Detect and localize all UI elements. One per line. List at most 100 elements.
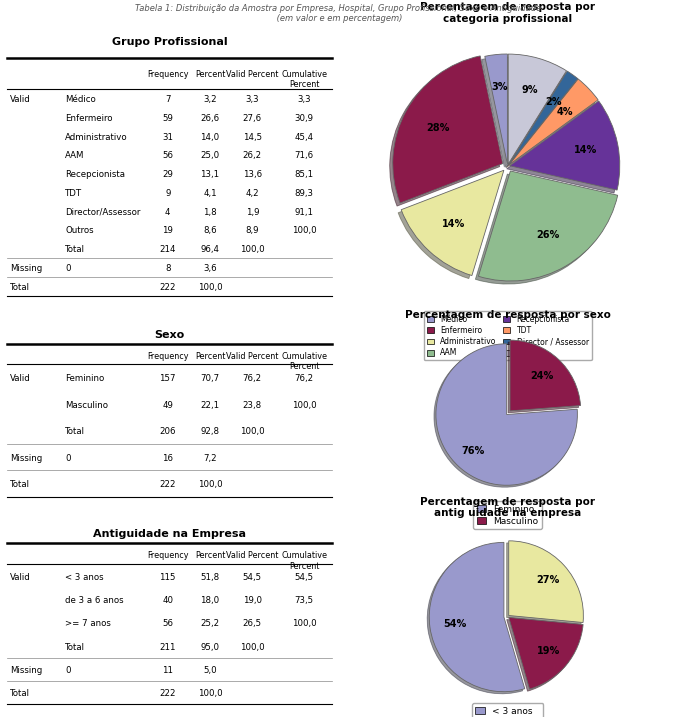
Text: 25,0: 25,0 (200, 151, 219, 161)
Text: Frequency: Frequency (147, 551, 188, 560)
Wedge shape (510, 101, 620, 190)
Text: Enfermeiro: Enfermeiro (65, 114, 113, 123)
Wedge shape (485, 54, 507, 164)
Text: 9%: 9% (521, 85, 538, 95)
Text: 3,3: 3,3 (246, 95, 259, 104)
Text: 96,4: 96,4 (200, 245, 219, 254)
Text: 13,1: 13,1 (200, 170, 219, 179)
Text: 19%: 19% (538, 646, 561, 656)
Text: TDT: TDT (65, 189, 83, 198)
Text: 26,5: 26,5 (243, 619, 262, 628)
Text: 14%: 14% (442, 219, 465, 229)
Text: 157: 157 (160, 374, 176, 383)
Text: 100,0: 100,0 (198, 282, 222, 292)
Text: 11: 11 (162, 666, 173, 675)
Text: Percent: Percent (195, 351, 225, 361)
Legend: < 3 anos, 3 a 6 anos, >= 6 anos: < 3 anos, 3 a 6 anos, >= 6 anos (472, 703, 544, 717)
Text: 27%: 27% (536, 575, 559, 585)
Text: Missing: Missing (10, 454, 42, 462)
Wedge shape (508, 541, 584, 622)
Title: Percentagem de resposta por
antig uidade na empresa: Percentagem de resposta por antig uidade… (420, 497, 595, 518)
Text: Frequency: Frequency (147, 351, 188, 361)
Text: 7: 7 (165, 95, 171, 104)
Text: 19: 19 (162, 227, 173, 235)
Text: 4: 4 (165, 207, 171, 217)
Text: 14,0: 14,0 (200, 133, 219, 141)
Text: Frequency: Frequency (147, 70, 188, 79)
Text: 59: 59 (162, 114, 173, 123)
Text: 100,0: 100,0 (292, 401, 317, 409)
Text: 56: 56 (162, 619, 173, 628)
Text: 100,0: 100,0 (198, 689, 222, 698)
Text: 100,0: 100,0 (240, 427, 265, 436)
Text: 18,0: 18,0 (200, 596, 219, 605)
Text: 14%: 14% (573, 145, 597, 155)
Text: 1,8: 1,8 (203, 207, 217, 217)
Text: 29: 29 (162, 170, 173, 179)
Text: 8,9: 8,9 (246, 227, 259, 235)
Text: 16: 16 (162, 454, 173, 462)
Text: Valid Percent: Valid Percent (226, 351, 278, 361)
Text: Missing: Missing (10, 264, 42, 272)
Text: 0: 0 (65, 454, 71, 462)
Text: 8: 8 (165, 264, 171, 272)
Text: 14,5: 14,5 (243, 133, 262, 141)
Text: Valid: Valid (10, 95, 30, 104)
Text: Cumulative
Percent: Cumulative Percent (282, 70, 328, 90)
Text: 76,2: 76,2 (294, 374, 314, 383)
Text: 100,0: 100,0 (292, 227, 317, 235)
Text: Antiguidade na Empresa: Antiguidade na Empresa (93, 528, 246, 538)
Text: 3%: 3% (492, 82, 508, 92)
Text: 222: 222 (160, 689, 176, 698)
Text: Valid: Valid (10, 573, 30, 581)
Text: 49: 49 (162, 401, 173, 409)
Wedge shape (429, 542, 525, 692)
Text: 115: 115 (160, 573, 176, 581)
Text: 92,8: 92,8 (200, 427, 219, 436)
Text: 28%: 28% (427, 123, 450, 133)
Text: Director/Assessor: Director/Assessor (65, 207, 141, 217)
Text: 76,2: 76,2 (243, 374, 262, 383)
Text: 7,2: 7,2 (203, 454, 217, 462)
Text: Total: Total (10, 689, 30, 698)
Text: 4,2: 4,2 (246, 189, 259, 198)
Text: 26,6: 26,6 (200, 114, 219, 123)
Text: 26%: 26% (536, 229, 559, 239)
Text: Percent: Percent (195, 70, 225, 79)
Text: 100,0: 100,0 (240, 245, 265, 254)
Wedge shape (393, 56, 503, 203)
Legend: Médico, Enfermeiro, Administrativo, AAM, Recepcionista, TDT, Director / Assessor: Médico, Enfermeiro, Administrativo, AAM,… (424, 311, 592, 361)
Text: 76%: 76% (461, 446, 485, 456)
Text: 56: 56 (162, 151, 173, 161)
Text: 30,9: 30,9 (295, 114, 314, 123)
Text: 22,1: 22,1 (200, 401, 219, 409)
Text: 3,3: 3,3 (297, 95, 311, 104)
Wedge shape (509, 79, 598, 165)
Text: AAM: AAM (65, 151, 85, 161)
Text: 23,8: 23,8 (243, 401, 262, 409)
Text: Recepcionista: Recepcionista (65, 170, 125, 179)
Text: de 3 a 6 anos: de 3 a 6 anos (65, 596, 124, 605)
Text: 3,2: 3,2 (203, 95, 217, 104)
Text: 19,0: 19,0 (243, 596, 262, 605)
Wedge shape (401, 170, 504, 275)
Text: 54%: 54% (443, 619, 466, 629)
Text: 51,8: 51,8 (200, 573, 219, 581)
Text: Total: Total (65, 642, 85, 652)
Text: 25,2: 25,2 (200, 619, 219, 628)
Text: 26,2: 26,2 (243, 151, 262, 161)
Text: 27,6: 27,6 (243, 114, 262, 123)
Text: Percent: Percent (195, 551, 225, 560)
Text: Total: Total (65, 427, 85, 436)
Text: 9: 9 (165, 189, 171, 198)
Text: Valid: Valid (10, 374, 30, 383)
Text: Cumulative
Percent: Cumulative Percent (282, 351, 328, 371)
Title: Percentagem de resposta por
categoria profissional: Percentagem de resposta por categoria pr… (420, 2, 595, 24)
Text: 4%: 4% (556, 107, 573, 117)
Text: 24%: 24% (531, 371, 554, 381)
Wedge shape (509, 617, 583, 689)
Text: 214: 214 (160, 245, 176, 254)
Text: >= 7 anos: >= 7 anos (65, 619, 111, 628)
Text: 1,9: 1,9 (246, 207, 259, 217)
Text: 70,7: 70,7 (200, 374, 219, 383)
